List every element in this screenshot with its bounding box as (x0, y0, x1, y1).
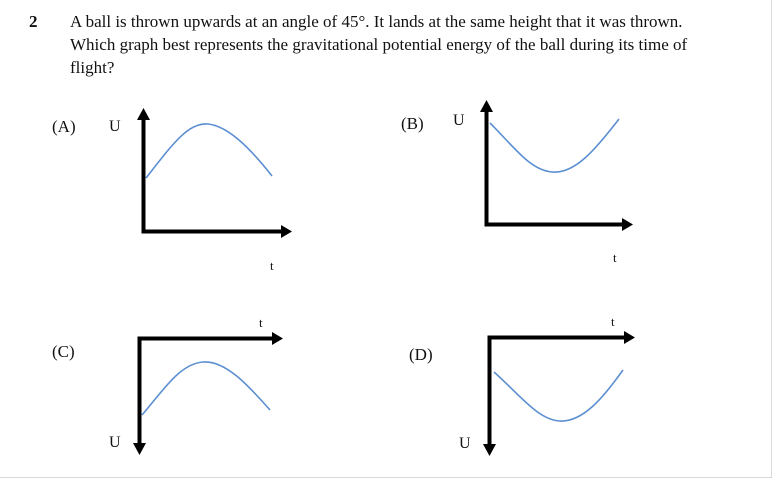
option-b-y-arrow-icon (480, 100, 493, 112)
question-number: 2 (29, 12, 38, 31)
option-c-axes (133, 332, 283, 455)
option-d-x-arrow-icon (624, 331, 635, 344)
option-a-y-arrow-icon (137, 108, 150, 120)
option-b-x-axis-label: t (613, 250, 617, 265)
option-b-axes (480, 100, 633, 231)
option-d-curve (493, 369, 624, 422)
option-a-axes (137, 108, 292, 238)
question-line-1: A ball is thrown upwards at an angle of … (70, 12, 683, 31)
option-a-label[interactable]: (A) (52, 117, 76, 136)
option-c-x-arrow-icon (272, 332, 283, 345)
option-a-x-axis-label: t (270, 258, 274, 273)
option-b-y-axis-label: U (453, 112, 465, 129)
option-b-label[interactable]: (B) (401, 114, 424, 133)
option-d-x-axis-label: t (611, 314, 615, 329)
option-c-curve (141, 361, 271, 416)
option-b-curve (489, 118, 620, 173)
option-c-y-arrow-icon (133, 443, 146, 455)
option-d-label[interactable]: (D) (409, 345, 433, 364)
option-c-label[interactable]: (C) (52, 342, 75, 361)
option-d-y-arrow-icon (483, 444, 496, 456)
option-b-x-arrow-icon (622, 218, 633, 231)
option-c-x-axis-label: t (259, 315, 263, 330)
question-line-2: Which graph best represents the gravitat… (70, 35, 688, 54)
option-a-curve (145, 123, 273, 179)
option-d-axes (483, 331, 635, 456)
option-c-y-axis-label: U (109, 434, 121, 451)
option-a-y-axis-label: U (109, 118, 121, 135)
option-d-y-axis-label: U (459, 435, 471, 452)
question-text: A ball is thrown upwards at an angle of … (70, 10, 760, 79)
question-line-3: flight? (70, 58, 115, 77)
option-a-x-arrow-icon (281, 225, 292, 238)
